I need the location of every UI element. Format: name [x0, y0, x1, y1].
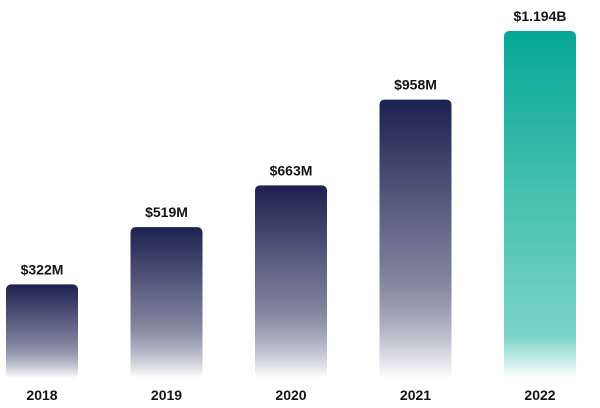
value-label-2018: $322M: [21, 261, 64, 277]
bar-2019: [130, 227, 203, 378]
value-label-2019: $519M: [145, 204, 188, 220]
value-label-2021: $958M: [394, 77, 437, 93]
year-label-2022: 2022: [524, 387, 555, 403]
year-label-2018: 2018: [26, 387, 57, 403]
year-label-2019: 2019: [151, 387, 182, 403]
bar-2021: [379, 99, 452, 378]
bar-2018: [6, 284, 78, 378]
value-label-2020: $663M: [270, 162, 313, 178]
year-label-2021: 2021: [400, 387, 431, 403]
value-label-2022: $1.194B: [514, 8, 567, 24]
year-labels-group: 2018 2019 2020 2021 2022: [26, 387, 555, 403]
year-label-2020: 2020: [275, 387, 306, 403]
bars-group: [6, 31, 576, 378]
bar-2020: [255, 185, 327, 378]
bar-2022: [504, 31, 576, 378]
value-labels-group: $322M $519M $663M $958M $1.194B: [21, 8, 567, 277]
